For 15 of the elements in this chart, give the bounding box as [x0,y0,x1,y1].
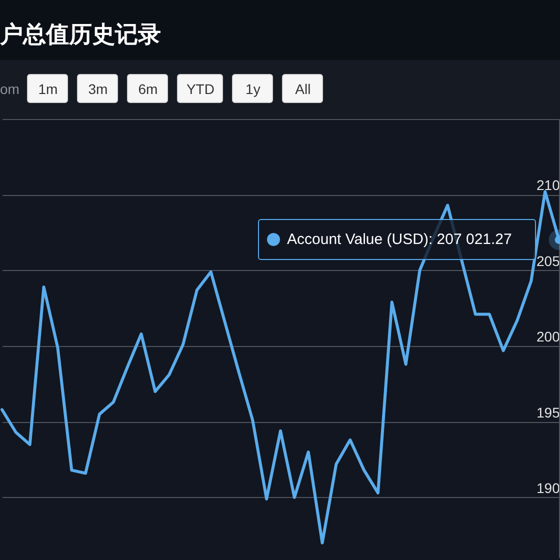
annotation: Account Value (USD): 207 021.27 [287,231,512,248]
y-tick-label: 195 [536,404,560,420]
text: om [0,80,20,96]
range-button[interactable]: 6m [127,74,168,103]
y-tick-label: 200 [536,328,560,345]
y-tick-label: 190 [536,480,560,496]
tooltip: Account Value (USD): 207 021.27 [258,219,536,260]
y-tick-label: 205 [536,252,560,269]
range-button[interactable]: 1y [232,74,274,103]
range-button[interactable]: All [282,74,324,103]
range-button[interactable]: YTD [177,74,224,103]
y-tick-label: 210 [536,177,560,194]
range-button[interactable]: 3m [77,74,118,103]
range-button[interactable]: 1m [27,74,68,103]
chart-title: 户总值历史记录 [0,21,161,50]
